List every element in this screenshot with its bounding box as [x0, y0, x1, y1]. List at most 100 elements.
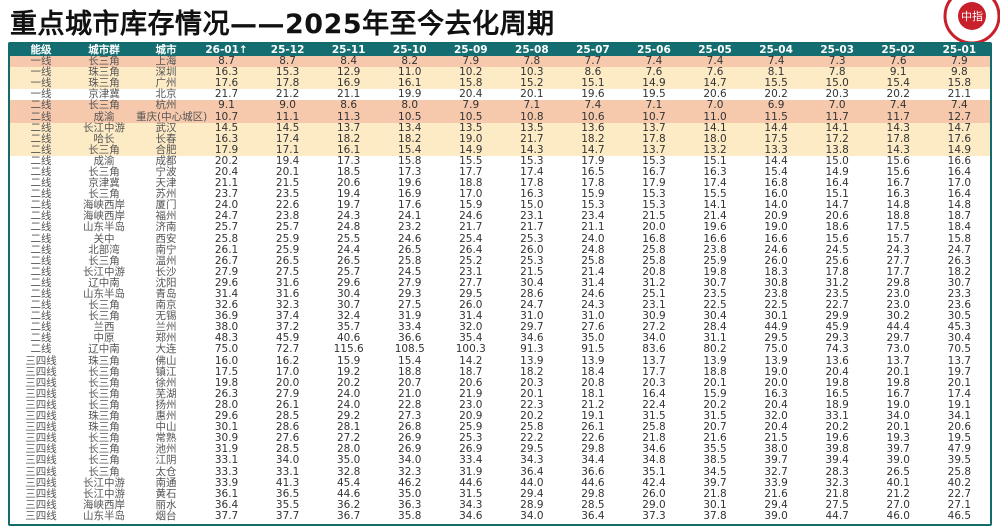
destocking-cycle-cell: 26.7 — [196, 255, 258, 267]
destocking-cycle-cell: 11.3 — [318, 111, 380, 123]
destocking-cycle-cell: 19.0 — [867, 399, 929, 411]
destocking-cycle-cell: 37.8 — [684, 510, 746, 522]
destocking-cycle-cell: 13.7 — [318, 122, 380, 134]
destocking-cycle-cell: 22.3 — [501, 399, 563, 411]
destocking-cycle-cell: 15.4 — [745, 166, 807, 179]
column-header-month: 25-12 — [257, 44, 319, 56]
tier-cell: 三四线 — [10, 388, 72, 400]
destocking-cycle-cell: 29.4 — [501, 488, 563, 500]
destocking-cycle-cell: 15.3 — [623, 189, 685, 201]
destocking-cycle-cell: 35.4 — [440, 333, 502, 345]
table-row: 三四线 海峡西岸 丽水 36.4 35.5 36.2 36.3 34.3 28.9 28.5 29.… — [10, 499, 990, 511]
destocking-cycle-cell: 20.4 — [440, 89, 502, 101]
table-row: 二线 山东半岛 青岛 31.4 31.6 30.4 29.3 29.5 28.6 24.6 25.1… — [10, 288, 990, 301]
destocking-cycle-cell: 13.7 — [623, 355, 685, 367]
table-row: 二线 长三角 南京 32.6 32.3 30.7 27.5 26.0 24.7 24.3 23.1 2… — [10, 300, 990, 312]
destocking-cycle-cell: 29.2 — [318, 411, 380, 423]
destocking-cycle-cell: 35.5 — [257, 499, 319, 511]
destocking-cycle-cell: 20.1 — [867, 422, 929, 434]
destocking-cycle-cell: 27.1 — [928, 499, 990, 511]
destocking-cycle-cell: 44.6 — [440, 477, 502, 489]
destocking-cycle-cell: 18.8 — [684, 366, 746, 378]
destocking-cycle-cell: 38.0 — [196, 322, 258, 334]
table-row: 一线 长三角 上海 8.7 8.7 8.4 8.2 7.9 7.8 7.7 7.4 7.4 7.4 7.3… — [10, 56, 990, 68]
destocking-cycle-cell: 37.7 — [257, 510, 319, 522]
destocking-cycle-cell: 36.2 — [318, 499, 380, 511]
city-cell: 广州 — [136, 78, 196, 90]
city-cell: 上海 — [136, 56, 196, 68]
destocking-cycle-cell: 30.1 — [196, 422, 258, 434]
city-cell: 天津 — [136, 178, 196, 190]
destocking-cycle-cell: 46.5 — [928, 510, 990, 522]
destocking-cycle-cell: 34.5 — [684, 466, 746, 478]
destocking-cycle-cell: 9.0 — [257, 100, 319, 112]
city-cell: 江阴 — [136, 455, 196, 467]
destocking-cycle-cell: 15.9 — [318, 355, 380, 367]
city-cell: 佛山 — [136, 355, 196, 367]
column-header-month: 25-09 — [440, 44, 502, 56]
column-header-city-group: 城市群 — [72, 44, 136, 56]
destocking-cycle-cell: 115.6 — [318, 344, 380, 356]
table-row: 二线 长三角 温州 26.7 26.5 26.5 25.8 25.2 25.3 25.8 25.8 2… — [10, 255, 990, 267]
destocking-cycle-cell: 31.4 — [562, 277, 624, 289]
destocking-cycle-cell: 23.8 — [684, 244, 746, 256]
city-group-cell: 长三角 — [72, 166, 136, 179]
destocking-cycle-cell: 20.1 — [867, 366, 929, 378]
tier-cell: 二线 — [10, 211, 72, 223]
destocking-cycle-cell: 24.5 — [806, 244, 868, 256]
destocking-cycle-cell: 24.0 — [196, 200, 258, 212]
destocking-cycle-cell: 38.5 — [684, 455, 746, 467]
destocking-cycle-cell: 47.9 — [928, 444, 990, 456]
destocking-cycle-cell: 32.4 — [318, 311, 380, 323]
destocking-cycle-cell: 21.8 — [684, 488, 746, 500]
destocking-cycle-cell: 30.5 — [928, 311, 990, 323]
tier-cell: 三四线 — [10, 444, 72, 456]
destocking-cycle-cell: 20.6 — [806, 211, 868, 223]
destocking-cycle-cell: 10.3 — [501, 67, 563, 79]
destocking-cycle-cell: 14.1 — [684, 122, 746, 134]
destocking-cycle-cell: 29.8 — [562, 444, 624, 456]
destocking-cycle-cell: 42.4 — [623, 477, 685, 489]
destocking-cycle-cell: 15.0 — [806, 78, 868, 90]
destocking-cycle-cell: 25.8 — [501, 422, 563, 434]
destocking-cycle-cell: 18.4 — [928, 222, 990, 234]
destocking-cycle-cell: 25.9 — [257, 244, 319, 256]
destocking-cycle-cell: 9.1 — [196, 100, 258, 112]
destocking-cycle-cell: 33.3 — [196, 466, 258, 478]
destocking-cycle-cell: 17.7 — [440, 166, 502, 179]
table-row: 三四线 长江中游 黄石 36.1 36.5 44.6 35.0 31.5 29.4 29.8 26.… — [10, 488, 990, 500]
destocking-cycle-cell: 25.4 — [440, 233, 502, 245]
destocking-cycle-cell: 7.1 — [501, 100, 563, 112]
destocking-cycle-cell: 25.5 — [318, 233, 380, 245]
destocking-cycle-cell: 24.7 — [501, 300, 563, 312]
destocking-cycle-cell: 14.1 — [684, 200, 746, 212]
destocking-cycle-cell: 20.1 — [501, 388, 563, 400]
destocking-cycle-cell: 28.5 — [257, 444, 319, 456]
destocking-cycle-cell: 17.7 — [867, 266, 929, 278]
destocking-cycle-cell: 34.0 — [867, 411, 929, 423]
city-group-cell: 长三角 — [72, 377, 136, 389]
destocking-cycle-cell: 25.7 — [196, 222, 258, 234]
destocking-cycle-cell: 7.4 — [623, 56, 685, 68]
destocking-cycle-cell: 30.4 — [684, 311, 746, 323]
destocking-cycle-cell: 27.5 — [379, 300, 441, 312]
destocking-cycle-cell: 30.7 — [928, 277, 990, 289]
destocking-cycle-cell: 17.8 — [562, 178, 624, 190]
destocking-cycle-cell: 20.4 — [806, 366, 868, 378]
destocking-cycle-cell: 19.8 — [196, 377, 258, 389]
destocking-cycle-cell: 37.3 — [623, 510, 685, 522]
destocking-cycle-cell: 18.0 — [684, 133, 746, 145]
destocking-cycle-cell: 25.7 — [318, 266, 380, 278]
tier-cell: 三四线 — [10, 366, 72, 378]
destocking-cycle-cell: 27.9 — [379, 277, 441, 289]
destocking-cycle-cell: 31.1 — [684, 333, 746, 345]
destocking-cycle-cell: 36.7 — [318, 510, 380, 522]
destocking-cycle-cell: 16.2 — [257, 355, 319, 367]
destocking-cycle-cell: 8.4 — [318, 56, 380, 68]
tier-cell: 三四线 — [10, 422, 72, 434]
table-row: 一线 京津冀 北京 21.7 21.2 21.1 19.9 20.4 20.1 19.6 19.5 2… — [10, 89, 990, 101]
destocking-cycle-cell: 30.8 — [745, 277, 807, 289]
destocking-cycle-cell: 7.6 — [684, 67, 746, 79]
city-cell: 烟台 — [136, 510, 196, 522]
city-cell: 温州 — [136, 255, 196, 267]
